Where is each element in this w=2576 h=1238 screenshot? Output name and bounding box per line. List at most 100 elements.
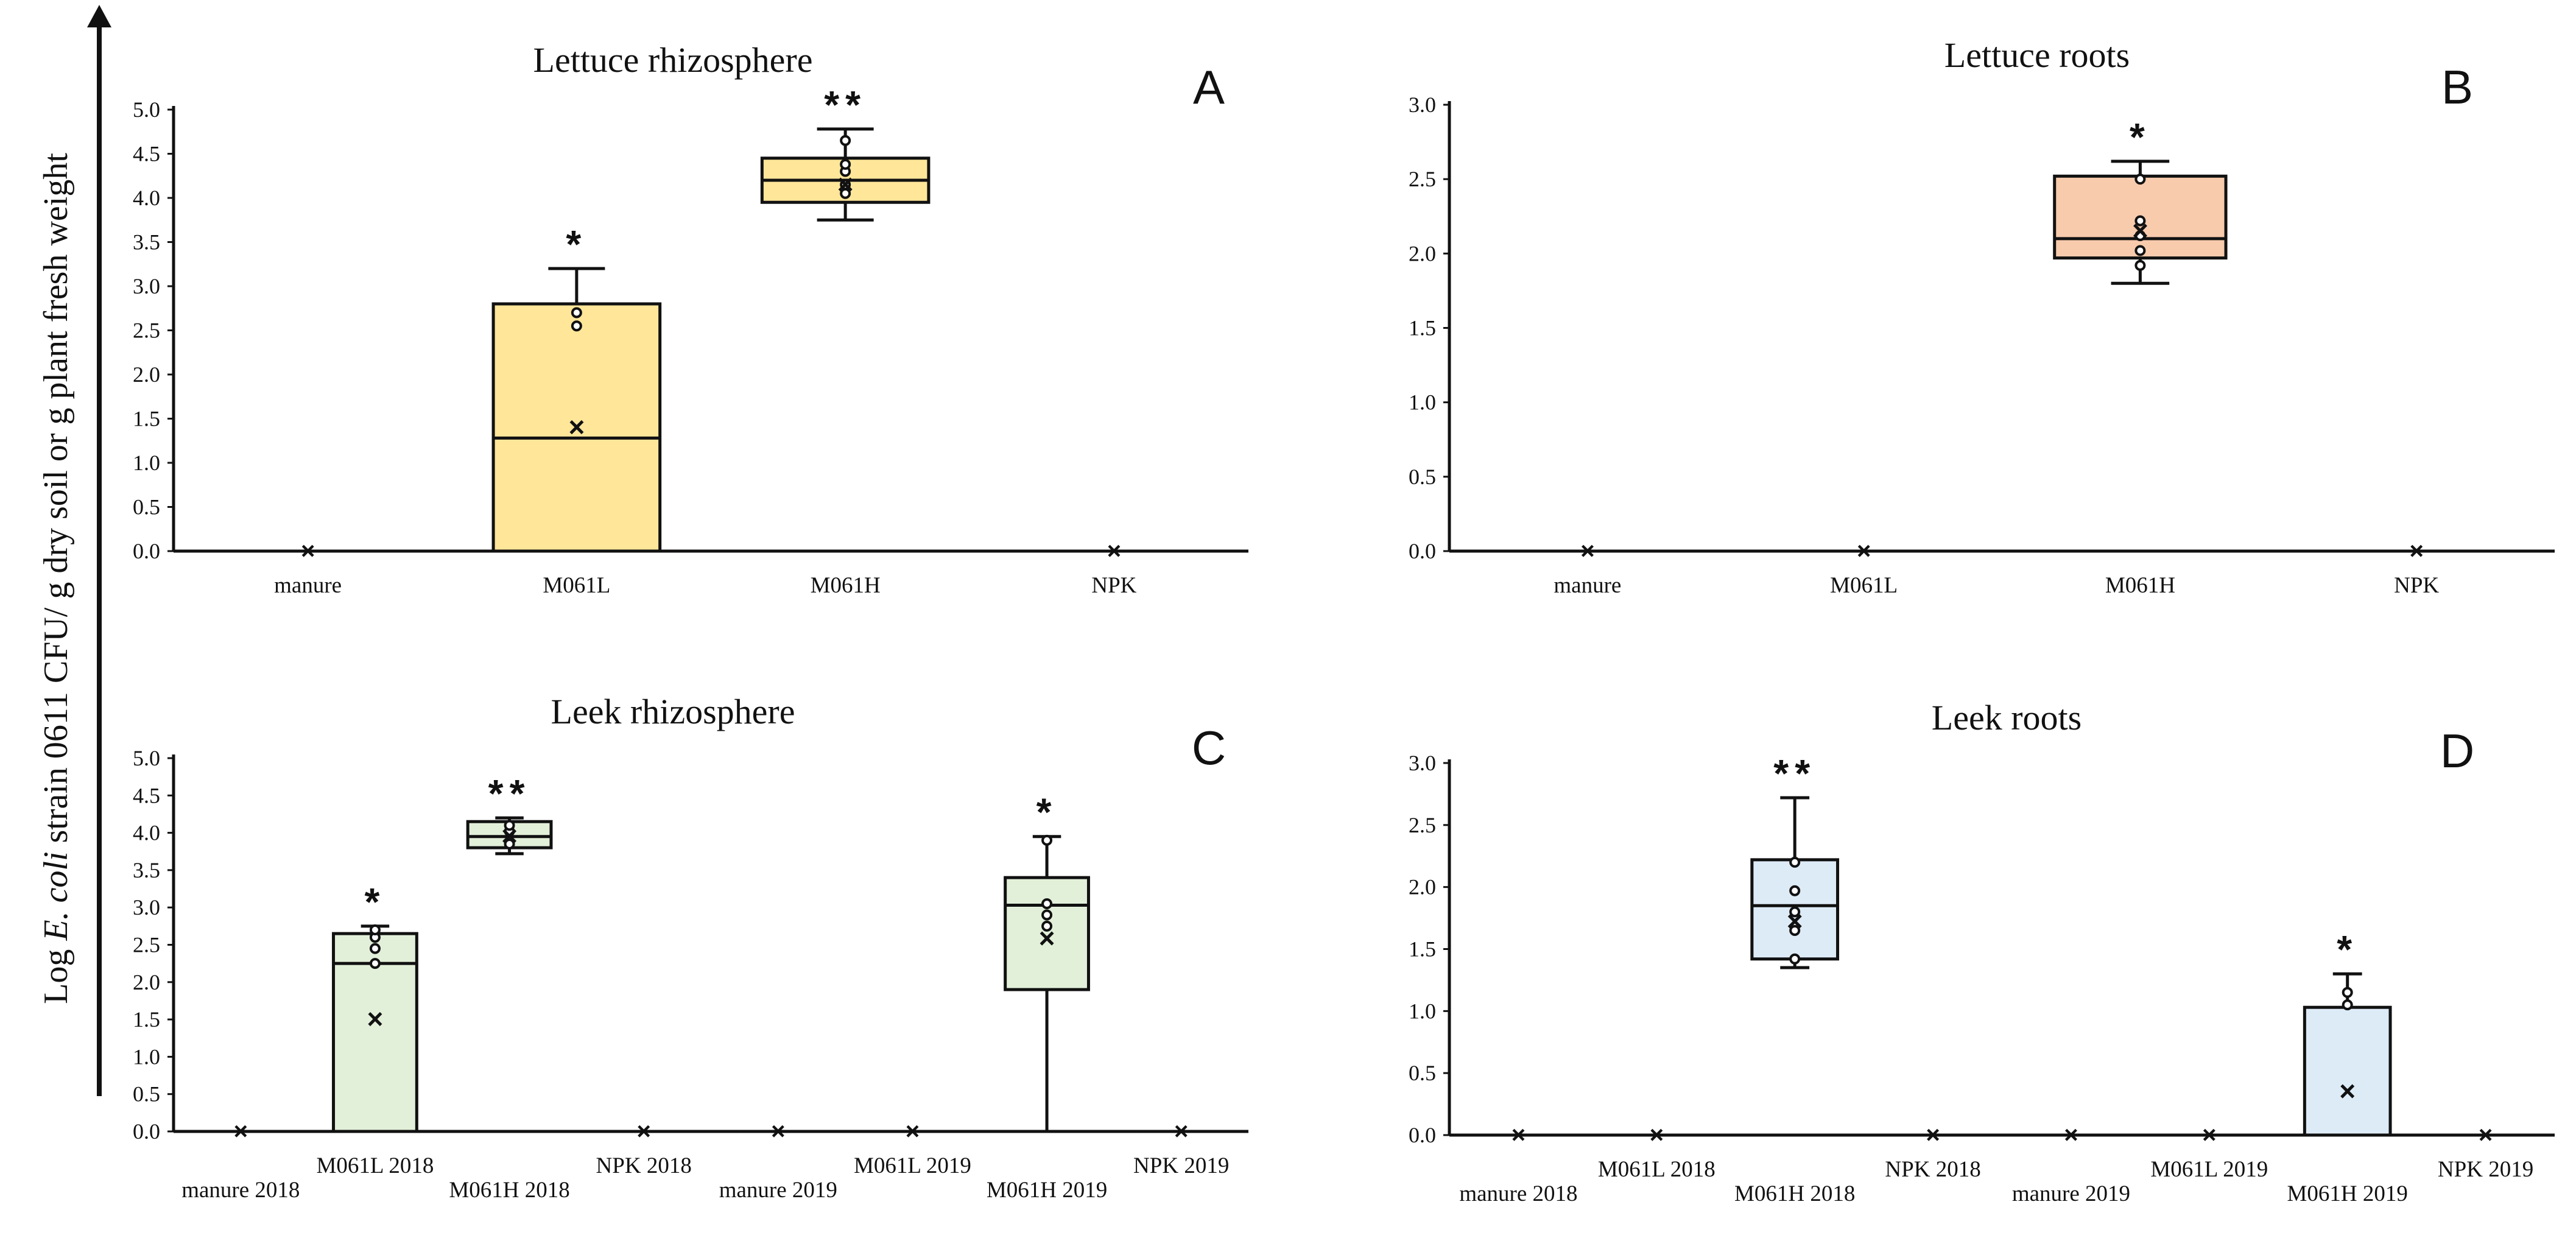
box-c-3: × [602, 1118, 686, 1145]
significance-label: * [1036, 790, 1058, 834]
y-tick-label: 0.0 [133, 1119, 160, 1144]
x-tick-label: NPK [1091, 573, 1136, 598]
chart-title: Leek roots [1932, 698, 2082, 737]
box-b-2: ×* [2053, 115, 2228, 285]
chart-panel-a: Lettuce rhizosphere A 0.0 0.5 1.0 1.5 2.0 2.5 3.… [133, 40, 1248, 598]
y-tick-label: 2.0 [1409, 875, 1436, 899]
box-c-0: × [199, 1118, 283, 1145]
data-point [2342, 987, 2353, 998]
y-tick-label: 4.5 [133, 783, 160, 807]
x-tick-label: M061L [1830, 573, 1898, 598]
x-tick-label: manure 2019 [719, 1178, 837, 1203]
panel-letter: C [1192, 721, 1226, 775]
chart-panel-d: Leek roots D 0.0 0.5 1.0 1.5 2.0 2.5 3.0 manure 2… [1409, 698, 2555, 1206]
data-point [504, 838, 515, 849]
mean-marker: × [1174, 1118, 1188, 1145]
mean-marker: × [2202, 1122, 2216, 1148]
data-point [369, 958, 381, 969]
box-d-3: × [1890, 1122, 1976, 1148]
box-d-0: × [1476, 1122, 1561, 1148]
data-point [1041, 898, 1053, 910]
x-tick-label: M061H 2018 [449, 1178, 569, 1203]
y-tick-label: 3.0 [1409, 93, 1436, 117]
x-tick-label: M061L 2018 [316, 1153, 434, 1178]
y-tick-label: 0.5 [1409, 465, 1436, 489]
x-tick-label: M061H 2018 [1734, 1181, 1855, 1206]
x-tick-label: manure [274, 573, 342, 598]
box-a-3: × [1030, 538, 1198, 564]
box-rect [491, 302, 662, 553]
box-d-7: × [2443, 1122, 2528, 1148]
significance-label: ** [488, 772, 531, 815]
y-tick-label: 3.0 [133, 274, 160, 298]
y-axis-label: Log E. coli strain 0611 CFU/ g dry soil … [37, 153, 75, 1004]
data-point [840, 158, 851, 170]
data-point [2134, 245, 2146, 256]
y-tick-label: 1.0 [1409, 390, 1436, 415]
y-tick-label: 5.0 [133, 746, 160, 770]
mean-marker: × [837, 168, 854, 200]
y-tick-label: 0.0 [1409, 1123, 1436, 1147]
y-tick-label: 1.5 [1409, 316, 1436, 340]
x-tick-label: M061H 2019 [2287, 1181, 2408, 1206]
data-point [571, 320, 582, 332]
data-point [2134, 230, 2146, 242]
y-axis-arrowhead [87, 5, 111, 27]
box-rect [2303, 1005, 2392, 1137]
box-b-0: × [1502, 538, 1673, 564]
mean-marker: × [2064, 1122, 2078, 1148]
mean-marker: × [1511, 1122, 1526, 1148]
x-tick-label: M061L 2019 [854, 1153, 971, 1178]
mean-marker: × [2479, 1122, 2493, 1148]
data-point [369, 943, 381, 954]
data-point [1789, 856, 1801, 868]
mean-marker: × [1039, 923, 1055, 954]
mean-marker: × [1650, 1122, 1664, 1148]
x-tick-label: M061L [543, 573, 610, 598]
box-d-1: × [1613, 1122, 1700, 1148]
x-tick-label: manure [1554, 573, 1621, 598]
y-tick-label: 2.0 [133, 970, 160, 994]
data-point [1041, 834, 1053, 846]
box-c-2: × ** [466, 772, 553, 856]
y-tick-label: 4.0 [133, 186, 160, 210]
y-tick-label: 5.0 [133, 97, 160, 122]
y-tick-label: 0.5 [133, 495, 160, 519]
y-tick-label: 1.5 [133, 1007, 160, 1032]
box-c-1: ×* [332, 880, 418, 1133]
mean-marker: × [637, 1118, 651, 1145]
mean-marker: × [771, 1118, 785, 1145]
chart-title: Lettuce rhizosphere [533, 40, 813, 80]
box-d-6: ×* [2303, 927, 2392, 1137]
y-tick-label: 1.5 [1409, 937, 1436, 962]
box-d-5: × [2166, 1122, 2253, 1148]
y-axis-label-prefix: Log [37, 941, 75, 1004]
box-b-3: × [2331, 538, 2502, 564]
y-tick-label: 2.5 [133, 933, 160, 957]
data-point [1789, 906, 1801, 918]
y-tick-label: 1.5 [133, 407, 160, 431]
y-tick-label: 4.5 [133, 142, 160, 166]
box-d-2: × ** [1750, 751, 1840, 969]
box-c-6: ×* [1004, 790, 1090, 1131]
panel-letter: D [2440, 724, 2474, 778]
mean-marker: × [2339, 1075, 2356, 1107]
data-point [2342, 999, 2353, 1011]
x-tick-label: manure 2019 [2012, 1181, 2130, 1206]
box-b-1: × [1778, 538, 1950, 564]
x-tick-label: M061H 2019 [987, 1178, 1107, 1203]
y-tick-label: 3.5 [133, 858, 160, 882]
data-point [1789, 953, 1801, 965]
data-point [2134, 215, 2146, 227]
data-point [1789, 924, 1801, 936]
mean-marker: × [1787, 906, 1803, 937]
mean-marker: × [1926, 1122, 1940, 1148]
mean-marker: × [2409, 538, 2423, 564]
significance-label: * [364, 880, 385, 924]
x-tick-label: manure 2018 [1459, 1181, 1577, 1206]
y-tick-label: 2.5 [1409, 813, 1436, 837]
data-point [840, 135, 851, 146]
data-point [1041, 920, 1053, 932]
box-c-4: × [736, 1118, 820, 1145]
data-point [2134, 174, 2146, 185]
